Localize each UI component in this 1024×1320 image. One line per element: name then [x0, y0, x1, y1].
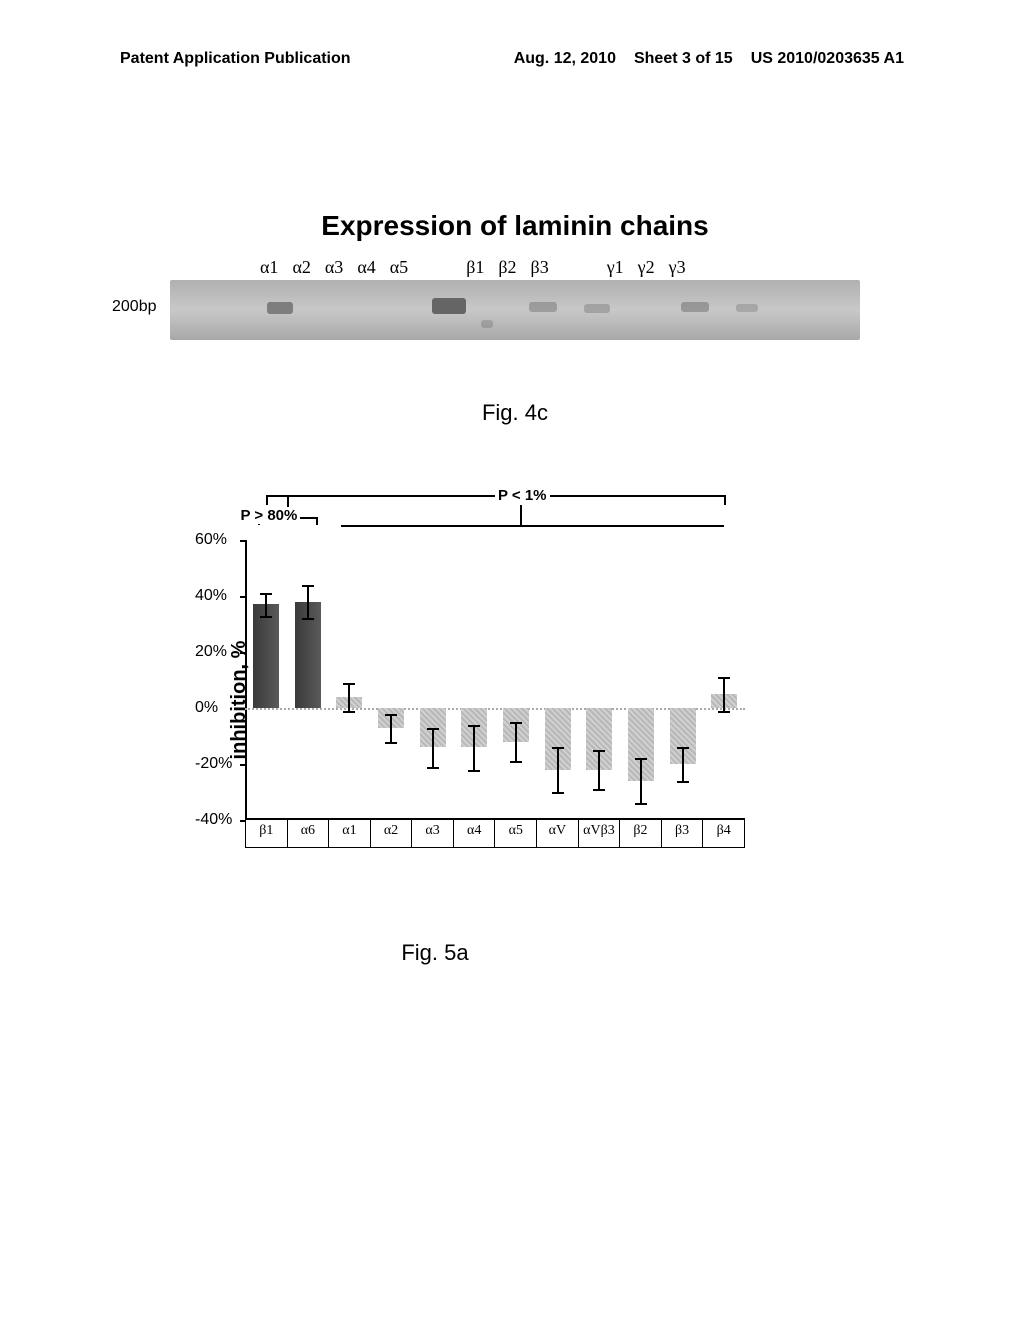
x-label: β1: [246, 820, 288, 847]
x-label: αVβ3: [579, 820, 621, 847]
y-tick-label: 40%: [195, 587, 227, 605]
bar: [253, 604, 279, 708]
lane-label: β2: [498, 257, 516, 278]
error-cap: [552, 747, 564, 749]
header-right: Aug. 12, 2010 Sheet 3 of 15 US 2010/0203…: [514, 50, 904, 68]
error-bar: [390, 714, 392, 742]
error-bar: [682, 747, 684, 781]
gel-band: [481, 320, 493, 328]
gel-band: [529, 302, 557, 312]
error-cap: [302, 585, 314, 587]
error-cap: [260, 593, 272, 595]
gel-image: 200bp: [170, 280, 860, 340]
header-date: Aug. 12, 2010: [514, 50, 616, 68]
lane-label: α1: [260, 257, 278, 278]
x-label: α1: [329, 820, 371, 847]
y-tick-label: 0%: [195, 699, 218, 717]
fig4c-caption: Fig. 4c: [170, 400, 860, 426]
fig4c-title: Expression of laminin chains: [170, 210, 860, 242]
error-bar: [348, 683, 350, 711]
fig5a-caption: Fig. 5a: [110, 940, 760, 966]
error-cap: [677, 781, 689, 783]
y-tick-label: -40%: [195, 811, 232, 829]
error-cap: [427, 728, 439, 730]
header-sheet: Sheet 3 of 15: [634, 50, 733, 68]
lane-label: α2: [292, 257, 310, 278]
error-cap: [343, 711, 355, 713]
gel-size-marker: 200bp: [112, 298, 157, 316]
error-cap: [718, 711, 730, 713]
x-label: α4: [454, 820, 496, 847]
gel-band: [432, 298, 466, 314]
error-cap: [593, 750, 605, 752]
error-cap: [635, 758, 647, 760]
lane-label: α3: [325, 257, 343, 278]
x-label: α3: [412, 820, 454, 847]
error-bar: [557, 747, 559, 792]
lane-label: γ2: [638, 257, 655, 278]
error-cap: [552, 792, 564, 794]
x-label: α2: [371, 820, 413, 847]
y-axis-line: [245, 540, 247, 820]
error-cap: [468, 725, 480, 727]
error-cap: [385, 742, 397, 744]
gel-band: [267, 302, 293, 314]
header-docnum: US 2010/0203635 A1: [751, 50, 904, 68]
p-label-left: P > 80%: [238, 507, 301, 524]
gel-lane-labels: α1 α2 α3 α4 α5 β1 β2 β3 γ1 γ2 γ3: [170, 257, 860, 278]
error-cap: [510, 761, 522, 763]
error-bar: [723, 677, 725, 711]
x-label: β4: [703, 820, 744, 847]
y-tick-label: 60%: [195, 531, 227, 549]
error-bar: [640, 758, 642, 803]
error-cap: [302, 618, 314, 620]
plot-area: β1α6α1α2α3α4α5αVαVβ3β2β3β4: [245, 540, 745, 820]
error-cap: [718, 677, 730, 679]
error-bar: [307, 585, 309, 619]
error-cap: [593, 789, 605, 791]
error-cap: [260, 616, 272, 618]
error-cap: [343, 683, 355, 685]
header-left: Patent Application Publication: [120, 50, 351, 68]
x-axis-labels: β1α6α1α2α3α4α5αVαVβ3β2β3β4: [245, 820, 745, 848]
error-bar: [515, 722, 517, 761]
error-bar: [473, 725, 475, 770]
error-bar: [598, 750, 600, 789]
gel-band: [681, 302, 709, 312]
error-bar: [265, 593, 267, 615]
figure-4c: Expression of laminin chains α1 α2 α3 α4 α5 β…: [170, 210, 860, 426]
lane-label: γ3: [669, 257, 686, 278]
error-cap: [677, 747, 689, 749]
error-cap: [510, 722, 522, 724]
error-cap: [468, 770, 480, 772]
gel-band: [736, 304, 758, 312]
lane-label: α5: [390, 257, 408, 278]
chart-area: inhibition, % P > 80%P < 1% β1α6α1α2α3α4…: [245, 540, 760, 860]
x-label: β2: [620, 820, 662, 847]
x-label: α5: [495, 820, 537, 847]
x-label: β3: [662, 820, 704, 847]
y-tick-label: 20%: [195, 643, 227, 661]
x-label: α6: [288, 820, 330, 847]
error-cap: [385, 714, 397, 716]
error-cap: [635, 803, 647, 805]
y-tick-label: -20%: [195, 755, 232, 773]
lane-label: γ1: [607, 257, 624, 278]
p-label-right: P < 1%: [495, 487, 550, 504]
gel-band: [584, 304, 610, 313]
lane-label: α4: [357, 257, 375, 278]
error-cap: [427, 767, 439, 769]
x-label: αV: [537, 820, 579, 847]
error-bar: [432, 728, 434, 767]
lane-label: β1: [466, 257, 484, 278]
lane-label: β3: [531, 257, 549, 278]
figure-5a: inhibition, % P > 80%P < 1% β1α6α1α2α3α4…: [170, 540, 760, 966]
